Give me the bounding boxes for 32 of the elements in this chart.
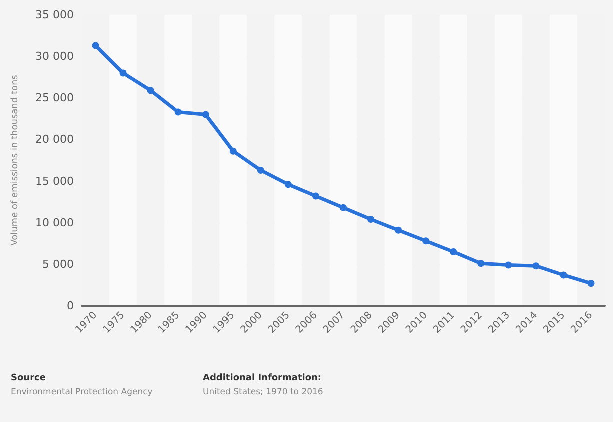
point — [478, 260, 485, 268]
point — [532, 262, 540, 270]
y-axis-title: Volume of emissions in thousand tons — [10, 74, 20, 246]
point — [560, 272, 568, 279]
text: Environmental Protection Agency — [11, 388, 153, 398]
y-tick-label: 20 000 — [36, 133, 74, 146]
point — [174, 108, 182, 116]
y-tick-label: 0 — [67, 300, 74, 312]
point — [395, 226, 402, 234]
point — [505, 262, 512, 269]
point — [147, 87, 154, 94]
point — [120, 70, 127, 77]
y-tick-label: 5 000 — [42, 258, 74, 271]
point — [422, 238, 430, 245]
point — [284, 181, 292, 188]
point — [230, 148, 237, 155]
point — [368, 216, 375, 224]
point — [202, 111, 210, 118]
point — [450, 248, 458, 256]
point — [312, 192, 320, 200]
point — [340, 204, 347, 212]
point — [257, 166, 264, 174]
y-tick-label: 10 000 — [36, 216, 74, 230]
y-tick-label: 35 000 — [36, 8, 74, 22]
y-tick-label: 15 000 — [36, 174, 74, 188]
text: Source — [11, 374, 46, 384]
text: Additional Information: — [203, 374, 322, 384]
y-tick-label: 30 000 — [36, 50, 74, 64]
point — [588, 280, 595, 288]
text: United States; 1970 to 2016 — [203, 388, 324, 398]
y-tick-label: 25 000 — [36, 92, 74, 105]
point — [92, 42, 100, 50]
